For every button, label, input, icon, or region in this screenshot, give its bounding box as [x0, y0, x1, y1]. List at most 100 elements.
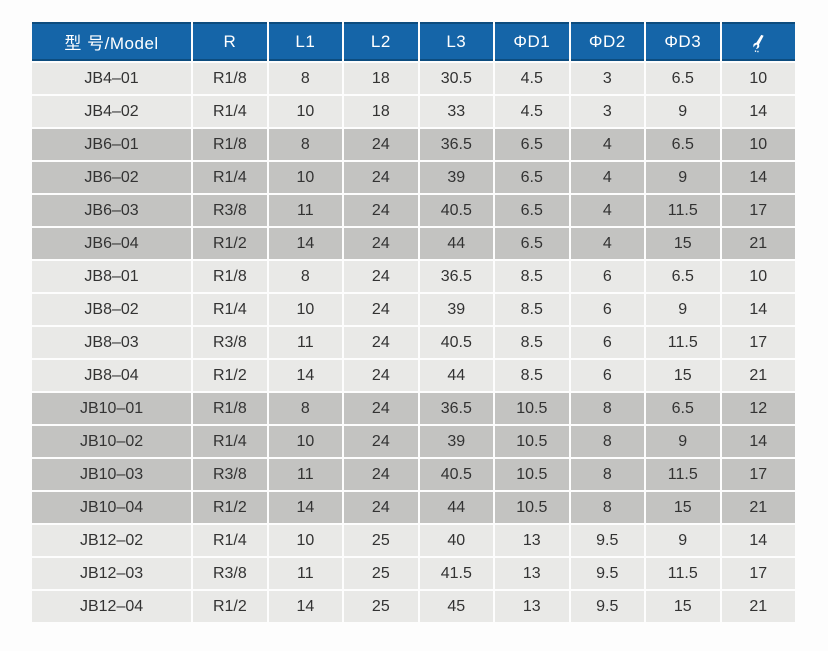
value-cell: 14: [721, 162, 795, 193]
value-cell: 4: [570, 195, 645, 226]
value-cell: R1/8: [193, 129, 267, 160]
value-cell: 10.5: [495, 426, 569, 457]
value-cell: 6.5: [646, 393, 720, 424]
table-row: JB8–04 R1/2 14 24 44 8.5 6 15 21: [32, 360, 795, 391]
value-cell: 6.5: [646, 261, 720, 292]
table-row: JB6–04 R1/2 14 24 44 6.5 4 15 21: [32, 228, 795, 259]
value-cell: 24: [344, 360, 418, 391]
value-cell: 10.5: [495, 492, 569, 523]
value-cell: 8.5: [495, 360, 569, 391]
value-cell: 8: [268, 261, 343, 292]
value-cell: 8: [570, 393, 645, 424]
value-cell: 39: [419, 426, 494, 457]
value-cell: 9: [646, 525, 720, 556]
value-cell: 6: [570, 327, 645, 358]
value-cell: 11.5: [646, 327, 720, 358]
value-cell: 10: [721, 63, 795, 94]
value-cell: 14: [721, 294, 795, 325]
value-cell: 11: [268, 195, 343, 226]
value-cell: 8.5: [495, 294, 569, 325]
value-cell: 4: [570, 129, 645, 160]
model-cell: JB12–02: [32, 525, 192, 556]
value-cell: 17: [721, 459, 795, 490]
value-cell: 21: [721, 360, 795, 391]
table-row: JB6–03 R3/8 11 24 40.5 6.5 4 11.5 17: [32, 195, 795, 226]
value-cell: 4: [570, 228, 645, 259]
value-cell: 8: [570, 459, 645, 490]
value-cell: 6: [570, 360, 645, 391]
value-cell: 21: [721, 591, 795, 622]
value-cell: R3/8: [193, 558, 267, 589]
value-cell: 14: [721, 426, 795, 457]
value-cell: R1/2: [193, 591, 267, 622]
table-row: JB6–01 R1/8 8 24 36.5 6.5 4 6.5 10: [32, 129, 795, 160]
value-cell: 10: [721, 261, 795, 292]
value-cell: 11.5: [646, 558, 720, 589]
model-cell: JB8–03: [32, 327, 192, 358]
spec-table: 型 号/Model R L1 L2 L3 ΦD1 ΦD2 ΦD3: [30, 20, 797, 624]
model-cell: JB6–03: [32, 195, 192, 226]
value-cell: 17: [721, 327, 795, 358]
value-cell: 24: [344, 195, 418, 226]
value-cell: R1/2: [193, 228, 267, 259]
value-cell: 9: [646, 162, 720, 193]
header-l2: L2: [344, 22, 418, 61]
model-cell: JB6–02: [32, 162, 192, 193]
value-cell: 40.5: [419, 327, 494, 358]
header-d1: ΦD1: [495, 22, 569, 61]
value-cell: R1/2: [193, 492, 267, 523]
model-cell: JB4–02: [32, 96, 192, 127]
header-r: R: [193, 22, 267, 61]
value-cell: 36.5: [419, 129, 494, 160]
model-cell: JB10–01: [32, 393, 192, 424]
value-cell: 33: [419, 96, 494, 127]
table-row: JB10–03 R3/8 11 24 40.5 10.5 8 11.5 17: [32, 459, 795, 490]
value-cell: 9: [646, 294, 720, 325]
header-d2: ΦD2: [570, 22, 645, 61]
page: 型 号/Model R L1 L2 L3 ΦD1 ΦD2 ΦD3: [30, 20, 797, 624]
value-cell: 9.5: [570, 525, 645, 556]
value-cell: R1/4: [193, 525, 267, 556]
value-cell: 14: [268, 360, 343, 391]
value-cell: 10: [268, 294, 343, 325]
spec-table-body: JB4–01 R1/8 8 18 30.5 4.5 3 6.5 10 JB4–02 R1/4 10 18…: [32, 63, 795, 622]
value-cell: 24: [344, 261, 418, 292]
value-cell: 24: [344, 228, 418, 259]
table-row: JB10–01 R1/8 8 24 36.5 10.5 8 6.5 12: [32, 393, 795, 424]
table-row: JB12–02 R1/4 10 25 40 13 9.5 9 14: [32, 525, 795, 556]
value-cell: 18: [344, 96, 418, 127]
value-cell: 14: [268, 492, 343, 523]
value-cell: R1/4: [193, 162, 267, 193]
value-cell: 36.5: [419, 261, 494, 292]
value-cell: 41.5: [419, 558, 494, 589]
value-cell: 3: [570, 63, 645, 94]
value-cell: 12: [721, 393, 795, 424]
value-cell: 24: [344, 393, 418, 424]
value-cell: 14: [721, 96, 795, 127]
value-cell: 6.5: [495, 162, 569, 193]
model-cell: JB10–02: [32, 426, 192, 457]
value-cell: R1/4: [193, 294, 267, 325]
value-cell: 13: [495, 558, 569, 589]
value-cell: 36.5: [419, 393, 494, 424]
value-cell: 17: [721, 558, 795, 589]
value-cell: 6.5: [646, 129, 720, 160]
value-cell: 40: [419, 525, 494, 556]
value-cell: 14: [268, 591, 343, 622]
value-cell: 10: [268, 525, 343, 556]
value-cell: 6.5: [646, 63, 720, 94]
table-row: JB8–03 R3/8 11 24 40.5 8.5 6 11.5 17: [32, 327, 795, 358]
value-cell: 4: [570, 162, 645, 193]
value-cell: 10: [721, 129, 795, 160]
value-cell: 4.5: [495, 96, 569, 127]
value-cell: R3/8: [193, 459, 267, 490]
model-cell: JB8–04: [32, 360, 192, 391]
value-cell: 24: [344, 459, 418, 490]
header-l1: L1: [268, 22, 343, 61]
table-row: JB10–04 R1/2 14 24 44 10.5 8 15 21: [32, 492, 795, 523]
value-cell: 9.5: [570, 558, 645, 589]
model-cell: JB8–02: [32, 294, 192, 325]
value-cell: 15: [646, 360, 720, 391]
value-cell: 40.5: [419, 459, 494, 490]
value-cell: 8: [570, 426, 645, 457]
